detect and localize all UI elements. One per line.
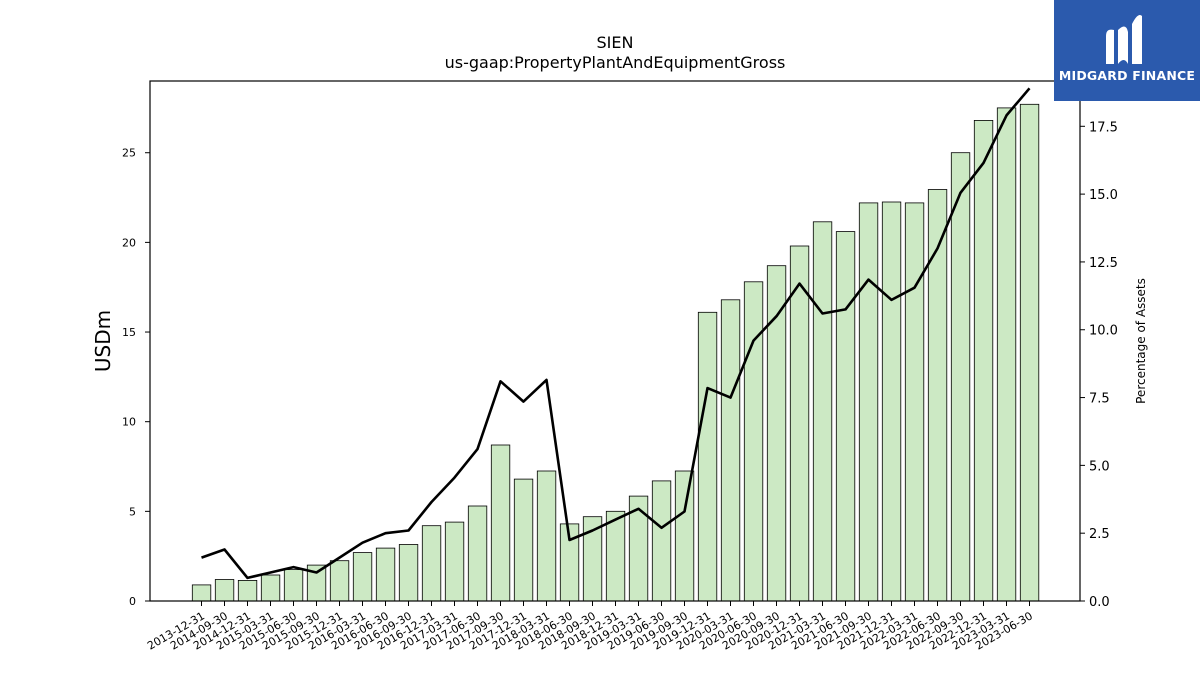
y2-tick-label: 17.5	[1089, 120, 1118, 135]
y-tick-label: 20	[122, 236, 136, 249]
bar	[835, 231, 856, 602]
brand-mark-icon	[1106, 15, 1142, 65]
y-axis: 0 5 10 15 20 25	[122, 147, 150, 608]
bar	[651, 480, 672, 602]
bar	[812, 221, 833, 602]
bar	[513, 478, 534, 602]
y2-axis: 0.0 2.5 5.0 7.5 10.0 12.5 15.0 17.5	[1080, 120, 1118, 610]
bar	[927, 189, 948, 602]
bar	[352, 552, 373, 602]
brand-logo: MIDGARD FINANCE	[1054, 0, 1200, 101]
bar	[720, 299, 741, 602]
bar	[858, 202, 879, 602]
y-tick-label: 10	[122, 416, 136, 429]
bar	[973, 120, 994, 602]
y2-tick-label: 10.0	[1089, 324, 1118, 339]
y2-tick-label: 15.0	[1089, 188, 1118, 203]
chart-title: SIEN	[597, 33, 634, 52]
x-axis: 2013-12-312014-09-302014-12-312015-03-31…	[145, 601, 1035, 653]
y2-tick-label: 12.5	[1089, 256, 1118, 271]
bar	[950, 152, 971, 602]
y-tick-label: 25	[122, 147, 136, 160]
bar	[191, 584, 212, 602]
bar	[904, 202, 925, 602]
bar	[881, 201, 902, 602]
bar	[375, 547, 396, 602]
bar	[996, 107, 1017, 602]
bar	[237, 580, 258, 602]
y-tick-label: 15	[122, 326, 136, 339]
bar	[1019, 103, 1040, 602]
bar	[674, 470, 695, 602]
bar	[789, 245, 810, 602]
y2-tick-label: 7.5	[1089, 392, 1110, 407]
y-axis-label: USDm	[91, 310, 115, 372]
bar	[214, 579, 235, 602]
brand-name: MIDGARD FINANCE	[1058, 68, 1196, 83]
bar	[697, 311, 718, 602]
y-tick-label: 5	[129, 505, 136, 518]
y2-tick-label: 0.0	[1089, 595, 1110, 610]
line-group	[201, 87, 1031, 580]
y2-tick-label: 5.0	[1089, 459, 1110, 474]
bar	[398, 544, 419, 602]
bar-group	[191, 103, 1040, 602]
bar	[444, 521, 465, 602]
bar	[467, 505, 488, 602]
bar	[260, 574, 281, 602]
bar	[329, 560, 350, 602]
y-tick-label: 0	[129, 595, 136, 608]
bar	[421, 525, 442, 602]
bar	[743, 281, 764, 602]
bar	[490, 444, 511, 602]
series-line	[201, 87, 1031, 580]
bar	[283, 569, 304, 602]
bar	[536, 470, 557, 602]
bar	[605, 510, 626, 602]
y2-axis-label: Percentage of Assets	[1134, 278, 1148, 404]
chart-subtitle: us-gaap:PropertyPlantAndEquipmentGross	[445, 53, 786, 72]
y2-tick-label: 2.5	[1089, 527, 1110, 542]
